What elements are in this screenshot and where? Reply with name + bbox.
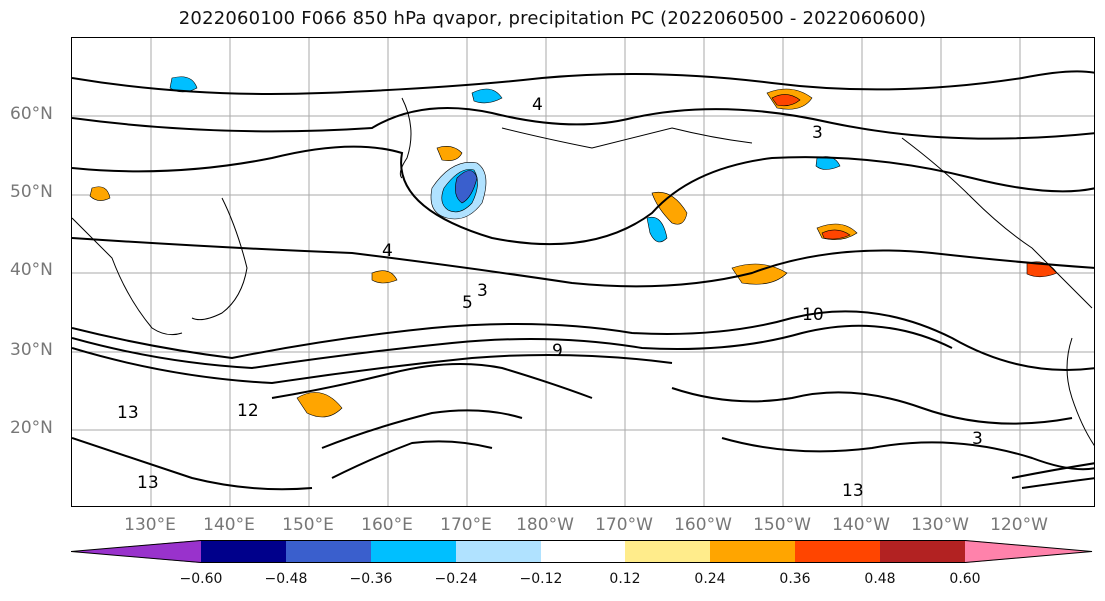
contour-label: 9 [552, 341, 563, 361]
colorbar-bin [710, 540, 795, 563]
lon-label-180w: 180°W [516, 515, 574, 535]
lon-label-130e: 130°E [124, 515, 176, 535]
lon-label-140w: 140°W [832, 515, 890, 535]
lat-label-20n: 20°N [10, 418, 53, 438]
contour-label: 13 [137, 473, 159, 493]
map-canvas: 4 3 4 3 5 9 10 13 12 13 3 13 [72, 38, 1094, 506]
lon-label-170w: 170°W [595, 515, 653, 535]
colorbar-tick: −0.36 [349, 571, 393, 587]
lon-label-120w: 120°W [990, 515, 1048, 535]
contour-label: 5 [462, 293, 473, 313]
lon-label-130w: 130°W [911, 515, 969, 535]
figure-title: 2022060100 F066 850 hPa qvapor, precipit… [178, 8, 927, 29]
colorbar-tick: −0.60 [179, 571, 223, 587]
contour-label: 13 [117, 403, 139, 423]
colorbar-bin [795, 540, 880, 563]
colorbar-bin [201, 540, 286, 563]
colorbar-tick: 0.24 [694, 571, 726, 587]
lon-label-140e: 140°E [203, 515, 255, 535]
contour-label: 3 [972, 429, 983, 449]
colorbar-extend-low [71, 540, 201, 563]
lat-label-30n: 30°N [10, 340, 53, 360]
contour-label: 12 [237, 401, 259, 421]
lon-label-160w: 160°W [674, 515, 732, 535]
qvapor-contours [72, 70, 1094, 491]
colorbar-tick: −0.48 [264, 571, 308, 587]
colorbar-extend-high [965, 540, 1093, 563]
colorbar-bin [880, 540, 965, 563]
lon-label-150w: 150°W [753, 515, 811, 535]
colorbar-tick: 0.12 [609, 571, 641, 587]
map-panel: 4 3 4 3 5 9 10 13 12 13 3 13 [71, 37, 1095, 507]
contour-label: 4 [532, 95, 543, 115]
colorbar-bin [541, 540, 625, 563]
contour-label-group: 4 3 4 3 5 9 10 13 12 13 3 13 [117, 95, 983, 501]
colorbar-bin [371, 540, 456, 563]
colorbar-tick: 0.60 [949, 571, 981, 587]
colorbar-bin [625, 540, 710, 563]
contour-label: 3 [812, 123, 823, 143]
colorbar-bin [456, 540, 541, 563]
colorbar-tick: −0.24 [434, 571, 478, 587]
colorbar-outline [71, 540, 1093, 563]
graticule [72, 38, 1094, 506]
contour-label: 3 [477, 281, 488, 301]
colorbar-tick: −0.12 [519, 571, 563, 587]
precipitation-shading [89, 76, 1058, 418]
colorbar [71, 540, 1093, 563]
lon-label-160e: 160°E [361, 515, 413, 535]
contour-label: 10 [802, 305, 824, 325]
colorbar-tick: 0.36 [779, 571, 811, 587]
lon-label-150e: 150°E [282, 515, 334, 535]
lat-label-60n: 60°N [10, 104, 53, 124]
lat-label-40n: 40°N [10, 260, 53, 280]
contour-label: 13 [842, 481, 864, 501]
lat-label-50n: 50°N [10, 182, 53, 202]
colorbar-bin [286, 540, 371, 563]
colorbar-tick: 0.48 [864, 571, 896, 587]
contour-label: 4 [382, 241, 393, 261]
lon-label-170e: 170°E [440, 515, 492, 535]
